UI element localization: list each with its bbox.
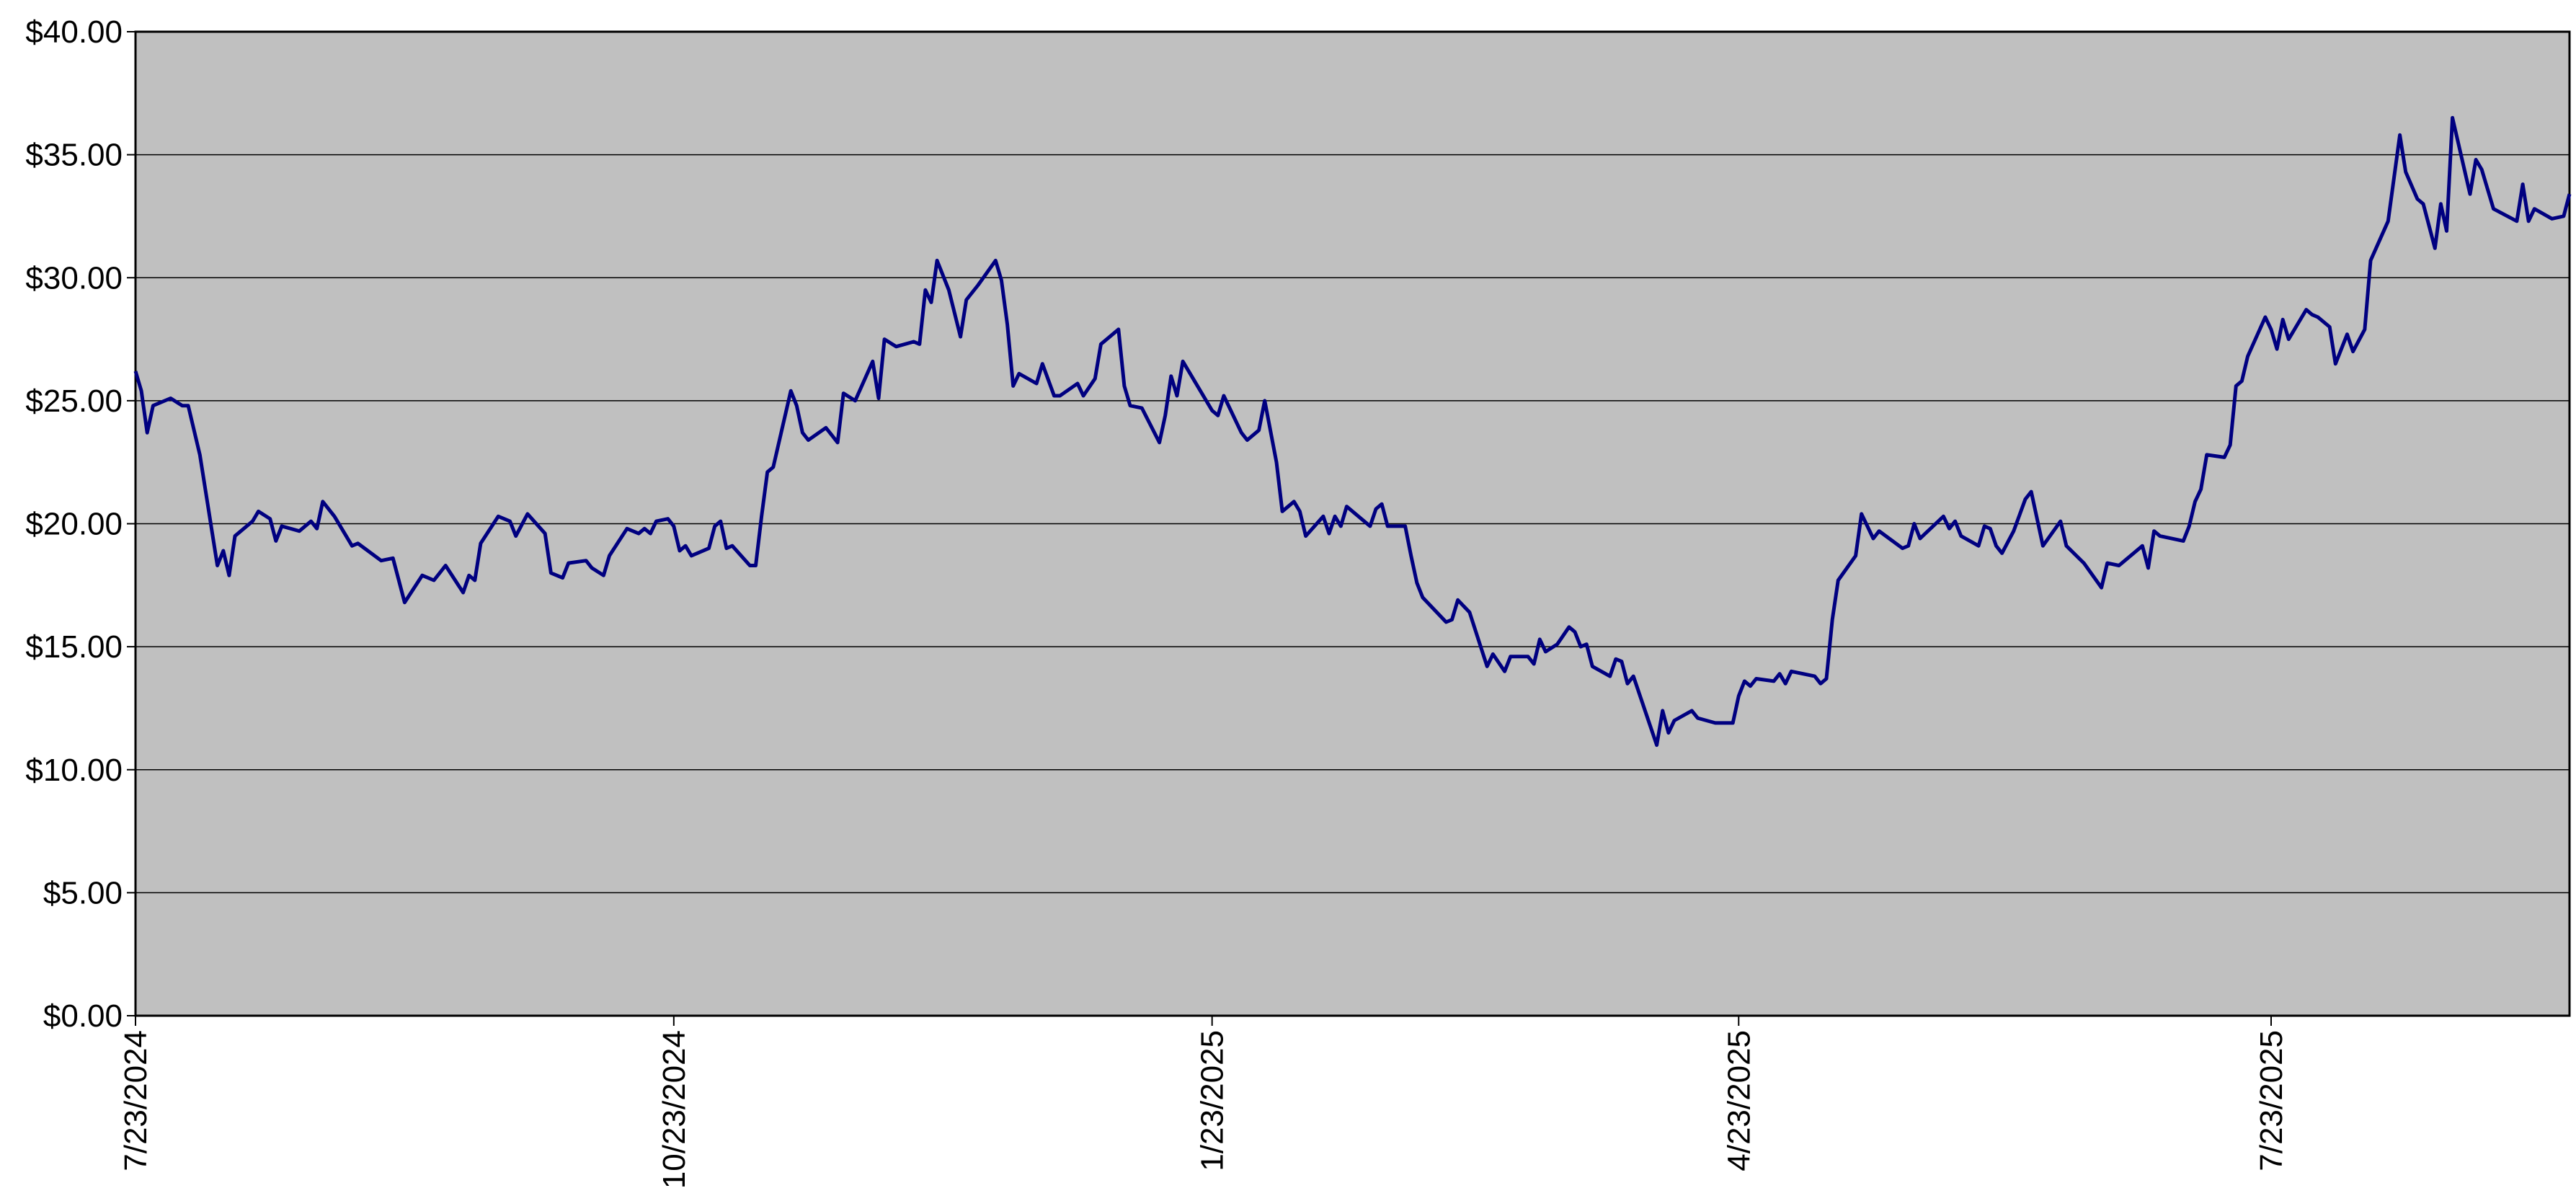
x-tick-label: 10/23/2024 <box>657 1030 692 1188</box>
y-tick-label: $5.00 <box>43 875 123 910</box>
x-tick-label: 1/23/2025 <box>1195 1030 1230 1171</box>
x-tick-label: 7/23/2025 <box>2254 1030 2289 1171</box>
y-tick-label: $0.00 <box>43 998 123 1034</box>
y-tick-label: $40.00 <box>25 14 123 50</box>
y-tick-label: $10.00 <box>25 753 123 788</box>
y-tick-label: $25.00 <box>25 384 123 419</box>
y-tick-label: $35.00 <box>25 138 123 173</box>
x-tick-label: 7/23/2024 <box>118 1030 154 1171</box>
y-tick-label: $20.00 <box>25 507 123 542</box>
plot-border <box>134 30 2571 1017</box>
y-tick-label: $15.00 <box>25 629 123 665</box>
y-tick-label: $30.00 <box>25 260 123 296</box>
price-line <box>133 115 2572 748</box>
x-tick-label: 4/23/2025 <box>1721 1030 1756 1171</box>
